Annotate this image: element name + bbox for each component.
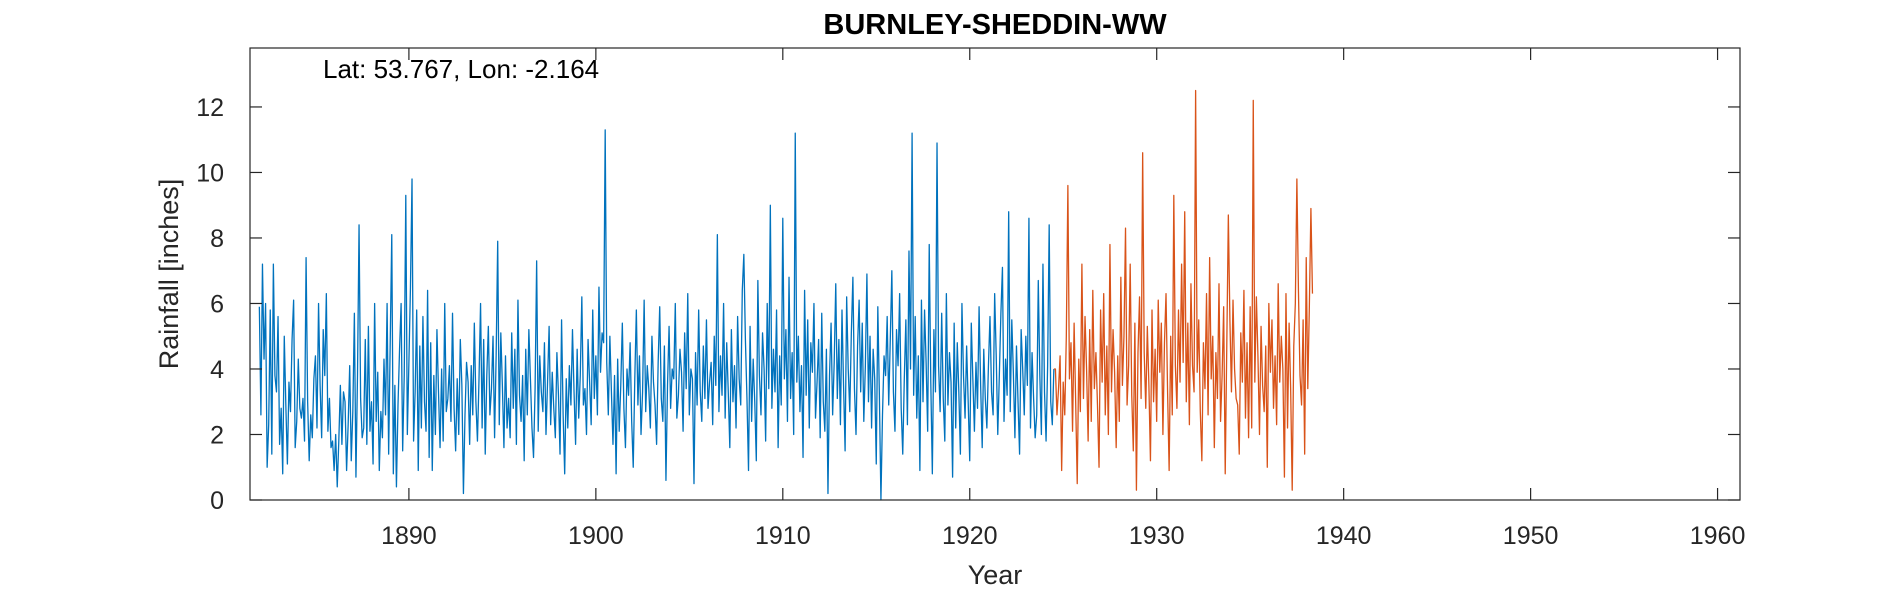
y-tick-label: 10 [196, 159, 224, 187]
x-tick-label: 1890 [381, 522, 437, 550]
x-tick-label: 1940 [1316, 522, 1372, 550]
series-layer [258, 89, 1314, 501]
x-axis-label: Year [968, 560, 1023, 590]
y-tick-label: 12 [196, 94, 224, 122]
y-tick-label: 2 [210, 421, 224, 449]
x-tick-label: 1960 [1690, 522, 1746, 550]
plot-box [249, 47, 1741, 501]
series-line-1 [258, 129, 1055, 501]
x-tick-label: 1930 [1129, 522, 1185, 550]
plot-background [250, 48, 1740, 500]
series-line-2 [1053, 89, 1314, 491]
location-annotation: Lat: 53.767, Lon: -2.164 [323, 54, 599, 84]
x-tick-label: 1900 [568, 522, 624, 550]
x-ticks: 1890 1900 1910 1920 1930 1940 1950 1960 [381, 48, 1745, 550]
x-tick-label: 1950 [1503, 522, 1559, 550]
y-ticks: 0 2 4 6 8 10 12 [196, 94, 1740, 515]
y-tick-label: 4 [210, 356, 224, 384]
x-tick-label: 1910 [755, 522, 811, 550]
chart-title: BURNLEY-SHEDDIN-WW [823, 9, 1167, 41]
y-tick-label: 0 [210, 487, 224, 515]
y-tick-label: 6 [210, 290, 224, 318]
y-axis-label: Rainfall [inches] [154, 179, 184, 370]
y-tick-label: 8 [210, 225, 224, 253]
x-tick-label: 1920 [942, 522, 998, 550]
